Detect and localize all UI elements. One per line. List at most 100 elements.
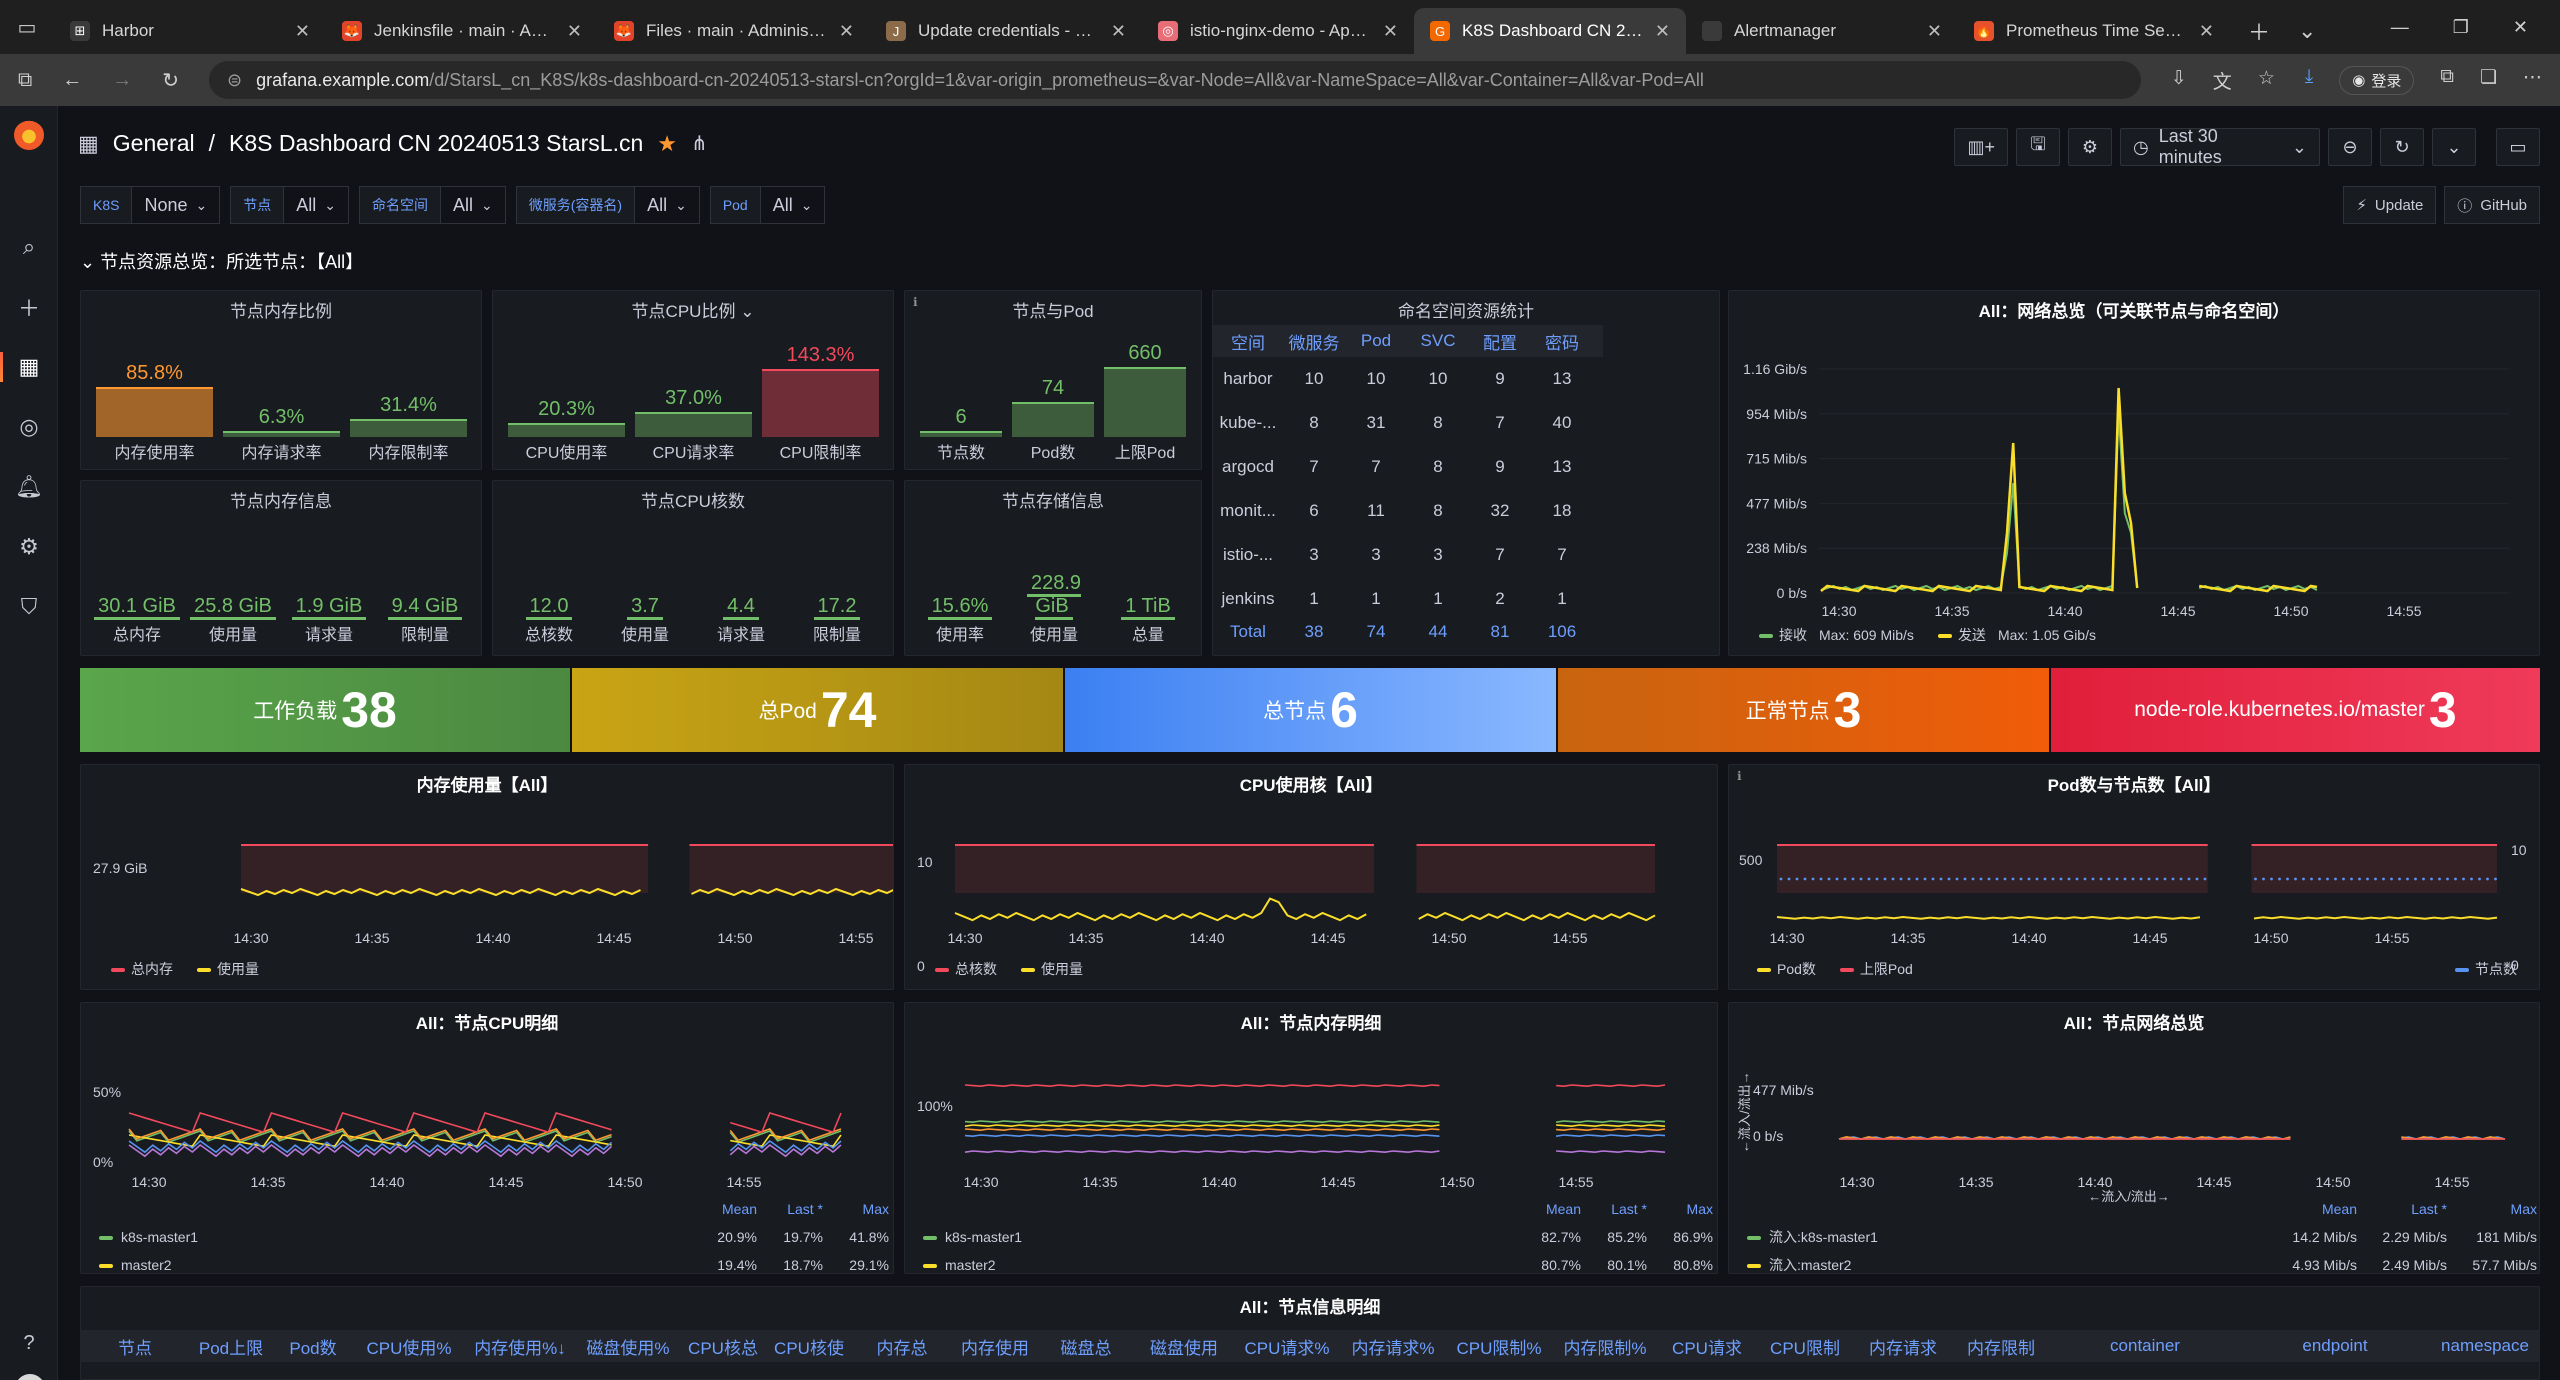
table-header-cell[interactable]: 内存请求	[1869, 1338, 1937, 1358]
tab-close-icon[interactable]: ✕	[838, 20, 854, 41]
legend-item[interactable]: 接收 Max: 609 Mib/s	[1759, 625, 1914, 645]
update-link-button[interactable]: ⚡ Update	[2343, 186, 2437, 224]
profile-login-button[interactable]: ◉ 登录	[2339, 65, 2415, 95]
browser-tab[interactable]: J Update credentials - Jenkins ✕	[870, 8, 1142, 54]
panel-pod-node-count[interactable]: ℹ Pod数与节点数【All】 14:30 14:35 14:40 14:45 14:5…	[1728, 764, 2540, 990]
legend-item[interactable]: 总内存	[111, 959, 173, 979]
server-admin-shield-icon[interactable]: ⛉	[20, 594, 38, 619]
legend-col-header[interactable]: Max	[1686, 1201, 1713, 1217]
variable-select[interactable]: All ⌄	[439, 186, 506, 224]
new-tab-icon[interactable]: ＋	[2248, 20, 2271, 45]
legend-item[interactable]: Pod数	[1757, 959, 1816, 979]
table-header-cell[interactable]: 内存限制	[1967, 1338, 2035, 1358]
forward-icon[interactable]: →	[112, 68, 133, 91]
legend-item[interactable]: 总核数	[935, 959, 997, 979]
table-header-cell[interactable]: 内存总	[876, 1338, 928, 1358]
tab-list-chevron-icon[interactable]: ⌄	[2298, 18, 2317, 43]
search-icon[interactable]: ⌕	[22, 234, 36, 259]
panel-mem-usage[interactable]: 内存使用量【All】 14:30 14:35 14:40 14:45 14:50 14:5…	[80, 764, 894, 990]
restore-icon[interactable]: ❐	[2452, 16, 2469, 37]
big-stat-panel[interactable]: 总节点 6	[1065, 668, 1556, 752]
panel-node-pod[interactable]: ℹ 节点与Pod 6 节点数 74 Pod数 660 上限Pod	[904, 290, 1202, 470]
table-header-cell[interactable]: 磁盘使用%	[586, 1338, 670, 1358]
table-header-cell[interactable]: namespace	[2441, 1336, 2529, 1355]
browser-tab[interactable]: 🦊 Jenkinsfile · main · Administ ✕	[326, 8, 598, 54]
panel-network-overview[interactable]: All：网络总览（可关联节点与命名空间） 1.16 Gib/s 954 Mib/s…	[1728, 290, 2540, 656]
translate-icon[interactable]: 文	[2212, 71, 2232, 93]
legend-col-header[interactable]: Mean	[2321, 1201, 2357, 1217]
tab-close-icon[interactable]: ✕	[566, 20, 582, 41]
explore-compass-icon[interactable]: ◎	[19, 414, 39, 439]
legend-col-header[interactable]: Mean	[721, 1201, 757, 1217]
info-icon[interactable]: ℹ	[1737, 769, 1742, 783]
big-stat-panel[interactable]: 正常节点 3	[1558, 668, 2049, 752]
browser-tab[interactable]: ◎ istio-nginx-demo - Applicat ✕	[1142, 8, 1414, 54]
browser-tab[interactable]: ⊞ Harbor ✕	[54, 8, 326, 54]
legend-table-row[interactable]: k8s-master1 82.7% 85.2% 86.9%	[923, 1223, 1713, 1251]
zoom-out-button[interactable]: ⊖	[2328, 128, 2372, 166]
table-header-cell[interactable]: 内存使用	[961, 1338, 1029, 1358]
table-header-cell[interactable]: CPU核总	[688, 1338, 758, 1358]
table-header-cell[interactable]: 节点	[118, 1338, 152, 1358]
help-icon[interactable]: ?	[23, 1331, 35, 1354]
github-link-button[interactable]: ⓘ GitHub	[2444, 186, 2540, 224]
legend-table-row[interactable]: master2 80.7% 80.1% 80.8%	[923, 1251, 1713, 1273]
table-header-cell[interactable]: CPU限制	[1770, 1338, 1840, 1358]
browser-tab[interactable]: Alertmanager ✕	[1686, 8, 1958, 54]
time-picker-button[interactable]: ◷ Last 30 minutes ⌄	[2120, 126, 2320, 167]
tv-mode-button[interactable]: ▭	[2496, 128, 2540, 166]
big-stat-panel[interactable]: 工作负载 38	[80, 668, 570, 752]
favorite-star-icon[interactable]: ★	[657, 130, 678, 156]
dashboard-settings-button[interactable]: ⚙	[2068, 128, 2112, 166]
minimize-icon[interactable]: —	[2390, 16, 2409, 37]
variable-1[interactable]: 节点 All ⌄	[230, 186, 349, 224]
legend-table-row[interactable]: 流入:k8s-master1 14.2 Mib/s 2.29 Mib/s 181 Mi…	[1747, 1223, 2537, 1251]
share-icon[interactable]: ⋔	[691, 133, 708, 155]
legend-table-row[interactable]: k8s-master1 20.9% 19.7% 41.8%	[99, 1223, 889, 1251]
refresh-button[interactable]: ↻	[2380, 128, 2424, 166]
big-stat-panel[interactable]: 总Pod 74	[572, 668, 1063, 752]
legend-item[interactable]: 使用量	[197, 959, 259, 979]
add-panel-button[interactable]: ▥+	[1954, 128, 2008, 166]
create-plus-icon[interactable]: ＋	[17, 296, 40, 321]
collections-icon[interactable]: ❏	[2479, 66, 2497, 88]
install-app-icon[interactable]: ⇩	[2170, 67, 2187, 89]
browser-menu-icon[interactable]: ⋯	[2523, 66, 2542, 88]
panel-cpu-info[interactable]: 节点CPU核数 12.0 总核数 3.7 使用量 4.4 请求量 17.2 限制量	[492, 480, 894, 656]
back-icon[interactable]: ←	[62, 68, 83, 91]
table-header-cell[interactable]: container	[2110, 1336, 2180, 1355]
alerting-bell-icon[interactable]: 🔔︎	[15, 474, 43, 499]
table-header-cell[interactable]: 磁盘使用	[1150, 1338, 1218, 1358]
legend-col-header[interactable]: Last *	[1611, 1201, 1647, 1217]
table-header-cell[interactable]: CPU请求%	[1244, 1338, 1330, 1358]
panel-namespace-stats[interactable]: 命名空间资源统计 空间 微服务 Pod SVC 配置 密码 harbor 10 10 10 9 13 k…	[1212, 290, 1720, 656]
table-header-cell[interactable]: SVC	[1420, 331, 1456, 350]
table-header-cell[interactable]: CPU使用%	[366, 1338, 452, 1358]
info-icon[interactable]: ℹ	[913, 295, 918, 309]
table-header-cell[interactable]: 密码	[1545, 333, 1579, 353]
table-header-cell[interactable]: CPU请求	[1672, 1338, 1742, 1358]
legend-table-row[interactable]: 流入:master2 4.93 Mib/s 2.49 Mib/s 57.7 Mib/s	[1747, 1251, 2537, 1273]
tab-close-icon[interactable]: ✕	[2198, 20, 2214, 41]
panel-cpu-ratio[interactable]: 节点CPU比例 ⌄ 20.3% CPU使用率 37.0% CPU请求率 143.3% CP…	[492, 290, 894, 470]
tab-close-icon[interactable]: ✕	[1382, 20, 1398, 41]
table-header-cell[interactable]: 空间	[1231, 333, 1265, 353]
sidebar-toggle-icon[interactable]: ⧉	[18, 68, 33, 91]
table-header-cell[interactable]: 微服务	[1288, 333, 1340, 353]
tab-close-icon[interactable]: ✕	[294, 20, 310, 41]
site-info-icon[interactable]: ⊜	[227, 69, 243, 90]
tab-actions-icon[interactable]: ▭	[17, 16, 37, 39]
save-dashboard-button[interactable]: 🖫︎	[2016, 128, 2060, 166]
legend-item[interactable]: 使用量	[1021, 959, 1083, 979]
breadcrumb-folder[interactable]: General	[112, 130, 195, 156]
variable-3[interactable]: 微服务(容器名) All ⌄	[515, 186, 700, 224]
reload-icon[interactable]: ↻	[162, 69, 180, 92]
tab-close-icon[interactable]: ✕	[1926, 20, 1942, 41]
table-header-cell[interactable]: Pod数	[289, 1338, 337, 1358]
variable-select[interactable]: All ⌄	[759, 186, 826, 224]
panel-mem-detail[interactable]: All：节点内存明细 100% 14:30 14:35 14:40 14:45 14:50…	[904, 1002, 1718, 1274]
table-header-cell[interactable]: 配置	[1483, 333, 1517, 353]
tab-close-icon[interactable]: ✕	[1110, 20, 1126, 41]
big-stat-panel[interactable]: node-role.kubernetes.io/master 3	[2051, 668, 2540, 752]
user-avatar[interactable]	[15, 1374, 45, 1380]
